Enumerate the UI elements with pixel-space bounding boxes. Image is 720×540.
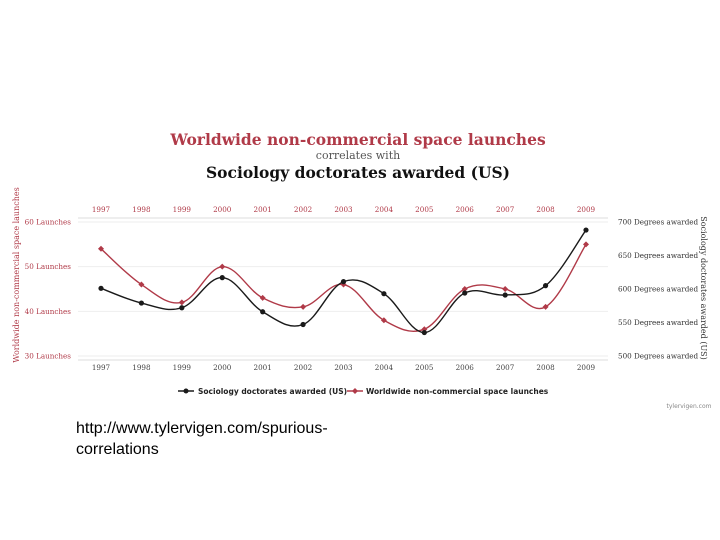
- data-point-launches: [138, 281, 145, 288]
- chart-subtitle: correlates with: [316, 149, 400, 162]
- x-top-tick-label: 1997: [92, 205, 111, 214]
- x-bottom-tick-label: 2007: [496, 363, 515, 372]
- data-point-sociology: [340, 279, 347, 285]
- legend: Sociology doctorates awarded (US) Worldw…: [178, 387, 549, 396]
- legend-marker-sociology: [183, 388, 189, 394]
- chart-title-2: Sociology doctorates awarded (US): [206, 163, 510, 182]
- x-axis-bottom: 1997 1998 1999 2000 2001 2002 2003 2004 2005 2006…: [92, 363, 596, 372]
- x-top-tick-label: 2002: [294, 205, 312, 214]
- data-point-sociology: [381, 291, 387, 297]
- data-point-launches: [380, 317, 387, 324]
- credit-text: tylervigen.com: [667, 403, 712, 410]
- x-top-tick-label: 2006: [456, 205, 475, 214]
- data-point-launches: [219, 263, 226, 270]
- data-point-launches: [259, 294, 266, 301]
- x-bottom-tick-label: 1999: [173, 363, 192, 372]
- x-top-tick-label: 2004: [375, 205, 394, 214]
- x-bottom-tick-label: 1997: [92, 363, 111, 372]
- y-right-tick-label: 600 Degrees awarded: [618, 285, 699, 294]
- data-point-sociology: [300, 321, 306, 328]
- x-top-tick-label: 2003: [334, 205, 353, 214]
- y-axis-right: 500 Degrees awarded 550 Degrees awarded 60…: [618, 218, 699, 361]
- x-bottom-tick-label: 2003: [334, 363, 353, 372]
- left-axis-title: Worldwide non-commercial space launches: [12, 187, 21, 362]
- data-point-sociology: [542, 283, 549, 289]
- x-top-tick-label: 1999: [173, 205, 192, 214]
- x-bottom-tick-label: 2002: [294, 363, 312, 372]
- chart-title: Worldwide non-commercial space launches: [169, 130, 546, 149]
- x-top-tick-label: 1998: [132, 205, 151, 214]
- legend-label-launches: Worldwide non-commercial space launches: [366, 387, 549, 396]
- data-point-launches: [583, 241, 589, 248]
- y-left-tick-label: 40 Launches: [25, 307, 72, 316]
- data-point-sociology: [219, 275, 225, 281]
- x-bottom-tick-label: 2005: [415, 363, 434, 372]
- series-layer: [98, 227, 589, 336]
- x-top-tick-label: 2007: [496, 205, 515, 214]
- data-point-launches: [98, 245, 104, 252]
- data-point-launches: [178, 299, 185, 306]
- data-point-sociology: [179, 305, 185, 311]
- legend-marker-launches: [352, 388, 358, 394]
- source-caption: http://www.tylervigen.com/spurious-corre…: [76, 420, 328, 458]
- y-left-tick-label: 50 Launches: [25, 262, 72, 271]
- right-axis-title: Sociology doctorates awarded (US): [699, 216, 708, 360]
- data-point-sociology: [138, 300, 145, 306]
- x-top-tick-label: 2005: [415, 205, 434, 214]
- data-point-sociology: [421, 329, 427, 336]
- data-point-launches: [542, 303, 549, 310]
- x-top-tick-label: 2009: [577, 205, 596, 214]
- x-top-tick-label: 2008: [536, 205, 555, 214]
- data-point-sociology: [502, 292, 508, 298]
- x-bottom-tick-label: 2008: [536, 363, 555, 372]
- data-point-launches: [461, 286, 468, 292]
- data-point-sociology: [98, 285, 104, 291]
- legend-label-sociology: Sociology doctorates awarded (US): [198, 387, 347, 396]
- y-right-tick-label: 550 Degrees awarded: [618, 318, 699, 327]
- y-right-tick-label: 650 Degrees awarded: [618, 251, 699, 260]
- y-left-tick-label: 60 Launches: [25, 218, 72, 227]
- data-point-launches: [502, 286, 509, 292]
- x-bottom-tick-label: 2004: [375, 363, 394, 372]
- data-point-launches: [300, 303, 307, 310]
- y-axis-left: 30 Launches 40 Launches 50 Launches 60 Laun…: [25, 218, 72, 361]
- data-point-sociology: [260, 309, 266, 315]
- y-left-tick-label: 30 Launches: [25, 352, 72, 361]
- x-bottom-tick-label: 2001: [254, 363, 272, 372]
- grid: [78, 217, 608, 361]
- data-point-sociology: [462, 290, 468, 296]
- x-bottom-tick-label: 2006: [456, 363, 475, 372]
- series-line-launches: [100, 243, 587, 333]
- x-bottom-tick-label: 2009: [577, 363, 596, 372]
- x-top-tick-label: 2001: [254, 205, 272, 214]
- x-bottom-tick-label: 2000: [213, 363, 232, 372]
- x-bottom-tick-label: 1998: [132, 363, 151, 372]
- x-top-tick-label: 2000: [213, 205, 232, 214]
- y-right-tick-label: 700 Degrees awarded: [618, 218, 699, 227]
- x-axis-top: 1997 1998 1999 2000 2001 2002 2003 2004 2005 2006…: [92, 205, 596, 214]
- y-right-tick-label: 500 Degrees awarded: [618, 352, 699, 361]
- data-point-sociology: [583, 227, 589, 233]
